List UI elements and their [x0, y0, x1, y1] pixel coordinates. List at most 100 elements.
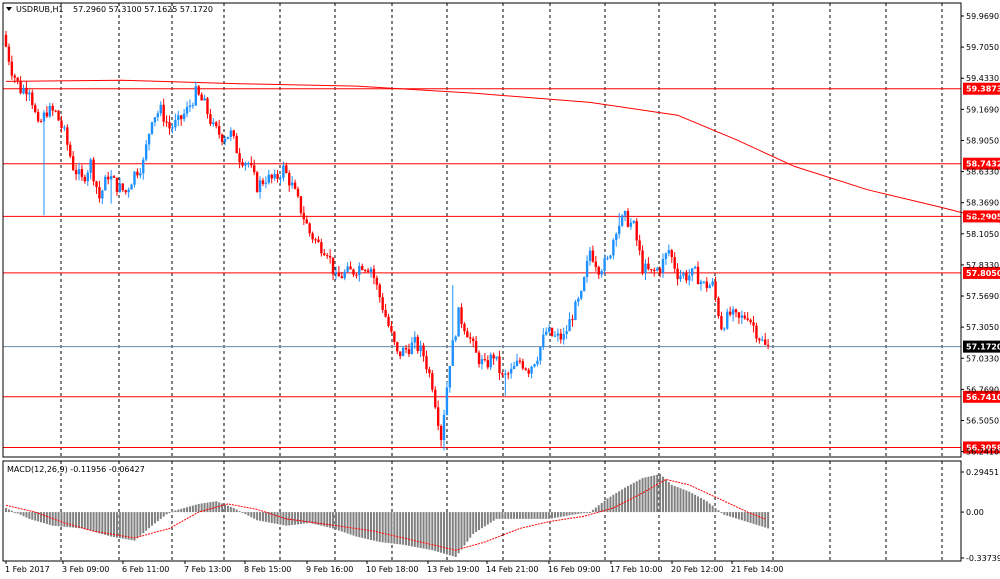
macd-histogram-bar — [165, 512, 168, 515]
macd-histogram-bar — [445, 512, 448, 555]
macd-histogram-bar — [565, 512, 568, 516]
candle-body — [623, 211, 627, 216]
macd-histogram-bar — [194, 504, 197, 513]
macd-histogram-bar — [224, 504, 226, 513]
candle-body — [644, 263, 647, 274]
macd-histogram-bar — [755, 512, 758, 525]
macd-histogram-bar — [305, 512, 308, 524]
level-price-label: 56.7410 — [966, 393, 1000, 402]
candle-body — [381, 297, 384, 310]
candle-body — [673, 257, 676, 269]
macd-histogram-bar — [215, 501, 218, 513]
candle-body — [588, 250, 592, 261]
macd-histogram-bar — [343, 512, 346, 533]
macd-histogram-bar — [653, 475, 656, 513]
macd-histogram-bar — [571, 512, 574, 515]
candle-body — [10, 61, 14, 76]
macd-histogram-bar — [238, 511, 241, 513]
macd-histogram-bar — [60, 512, 63, 527]
macd-histogram-bar — [691, 493, 694, 513]
candle-body — [600, 271, 603, 275]
candle-body — [299, 196, 303, 214]
candle-body — [22, 87, 25, 94]
macd-histogram-bar — [40, 512, 43, 523]
candle-body — [54, 110, 57, 112]
macd-histogram-bar — [101, 512, 104, 535]
macd-histogram-bar — [396, 512, 399, 545]
macd-histogram-bar — [603, 500, 606, 513]
macd-histogram-bar — [609, 496, 612, 513]
candle-body — [369, 268, 373, 272]
macd-y-tick-label: -0.33739 — [966, 554, 1000, 563]
macd-histogram-bar — [294, 512, 297, 525]
macd-histogram-bar — [489, 512, 492, 523]
macd-histogram-bar — [159, 512, 162, 519]
candle-body — [220, 134, 224, 142]
candle-body — [749, 319, 752, 323]
candle-body — [568, 319, 571, 332]
candle-body — [448, 365, 452, 388]
macd-histogram-bar — [78, 512, 80, 529]
macd-histogram-bar — [92, 512, 95, 532]
macd-histogram-bar — [209, 502, 212, 513]
candle-body — [80, 169, 84, 177]
macd-histogram-bar — [618, 491, 621, 513]
candle-body — [545, 331, 548, 335]
macd-histogram-bar — [475, 512, 478, 532]
macd-histogram-bar — [25, 512, 28, 518]
candle-body — [229, 130, 233, 137]
macd-histogram-bar — [127, 512, 130, 540]
candle-body — [282, 165, 285, 178]
candle-body — [276, 173, 279, 179]
level-price-tag — [963, 157, 1000, 170]
macd-histogram-bar — [732, 512, 735, 518]
candle-body — [317, 239, 320, 243]
candle-body — [165, 121, 168, 123]
candle-body — [118, 183, 122, 193]
macd-histogram-bar — [156, 512, 159, 522]
candle-body — [182, 113, 186, 120]
macd-histogram-bar — [372, 512, 375, 541]
candle-body — [361, 266, 364, 270]
macd-histogram-bar — [329, 512, 332, 528]
candle-body — [355, 274, 358, 276]
macd-histogram-bar — [527, 512, 530, 519]
candle-body — [267, 174, 270, 183]
macd-histogram-bar — [75, 512, 78, 528]
macd-histogram-bar — [539, 512, 542, 519]
candle-body — [533, 364, 536, 367]
candle-body — [171, 127, 174, 129]
macd-histogram-bar — [551, 512, 554, 519]
candle-body — [200, 94, 203, 101]
candle-body — [518, 360, 522, 362]
macd-histogram-bar — [556, 512, 559, 518]
macd-histogram-bar — [186, 507, 189, 513]
candle-body — [439, 425, 443, 441]
candle-body — [702, 281, 706, 283]
macd-histogram-bar — [702, 499, 705, 513]
level-price-label: 59.3873 — [966, 85, 1000, 94]
candle-body — [150, 122, 154, 134]
x-tick-label: 1 Feb 2017 — [5, 565, 50, 574]
macd-histogram-bar — [737, 512, 740, 520]
triangle-down-icon[interactable] — [6, 7, 12, 11]
candle-body — [147, 133, 151, 145]
macd-histogram-bar — [431, 512, 434, 551]
candle-body — [472, 338, 475, 341]
candle-body — [632, 221, 635, 223]
candle-body — [98, 187, 101, 199]
candle-body — [705, 281, 708, 289]
candle-body — [425, 356, 428, 370]
macd-histogram-bar — [553, 512, 556, 518]
candle-body — [346, 266, 349, 272]
macd-histogram-bar — [259, 512, 262, 521]
macd-histogram-bar — [66, 512, 69, 528]
candle-body — [451, 340, 454, 366]
candle-body — [244, 163, 247, 166]
macd-histogram-bar — [682, 489, 685, 513]
macd-histogram-bar — [22, 512, 25, 517]
macd-histogram-bar — [399, 512, 402, 545]
candle-body — [536, 360, 539, 365]
